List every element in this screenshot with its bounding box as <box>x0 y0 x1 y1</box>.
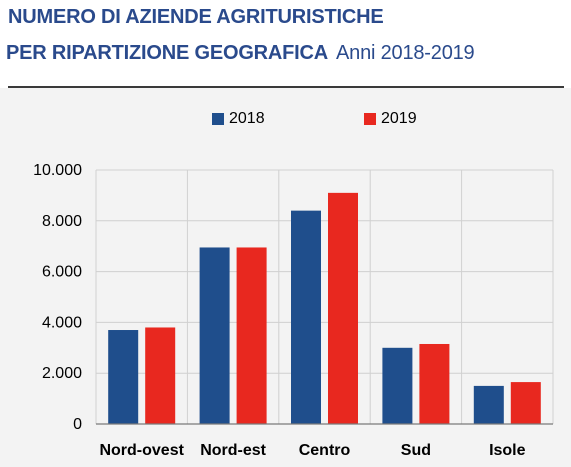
bar-chart: 0 2.000 4.000 6.000 8.000 10.000 Nord-ovest Nor… <box>33 162 554 459</box>
y-tick-label: 0 <box>73 416 82 433</box>
y-tick-label: 6.000 <box>42 264 82 281</box>
legend-label-2019: 2019 <box>381 110 417 127</box>
x-category-label: Isole <box>489 442 526 459</box>
legend-swatch-2018 <box>212 113 224 125</box>
chart-area: 2018 2019 0 2.000 4.000 6.000 8.000 10.000 Nor… <box>0 88 571 467</box>
chart-title-line-2-text: PER RIPARTIZIONE GEOGRAFICA <box>6 42 329 64</box>
x-category-label: Centro <box>299 442 351 459</box>
bar-2019-centro <box>328 192 358 424</box>
legend-swatch-2019 <box>364 113 376 125</box>
bar-2018-sud <box>382 347 413 424</box>
bar-2018-centro <box>291 210 321 424</box>
chart-title-line-2: PER RIPARTIZIONE GEOGRAFICA Anni 2018-201… <box>6 42 475 65</box>
y-tick-label: 8.000 <box>42 213 82 230</box>
x-category-label: Nord-est <box>200 442 266 459</box>
bar-2018-nord-ovest <box>108 330 139 424</box>
y-tick-label: 2.000 <box>42 365 82 382</box>
bar-2019-nord-ovest <box>145 327 176 424</box>
chart-title-line-1: NUMERO DI AZIENDE AGRITURISTICHE <box>8 6 384 28</box>
legend-item-2019: 2019 <box>364 108 417 130</box>
x-category-label: Sud <box>401 442 431 459</box>
y-tick-label: 10.000 <box>33 162 82 179</box>
chart-title-block: NUMERO DI AZIENDE AGRITURISTICHE PER RIP… <box>0 0 571 86</box>
bar-2019-sud <box>419 343 450 424</box>
chart-subtitle: Anni 2018-2019 <box>336 42 475 64</box>
y-tick-label: 4.000 <box>42 314 82 331</box>
chart-legend: 2018 2019 <box>0 108 571 130</box>
bar-2019-isole <box>510 382 541 424</box>
title-divider <box>8 86 564 88</box>
legend-label-2018: 2018 <box>229 110 265 127</box>
bar-2018-nord-est <box>199 247 230 424</box>
bar-2018-isole <box>473 385 504 424</box>
x-category-label: Nord-ovest <box>99 442 184 459</box>
legend-item-2018: 2018 <box>212 108 265 130</box>
bar-2019-nord-est <box>236 247 267 424</box>
